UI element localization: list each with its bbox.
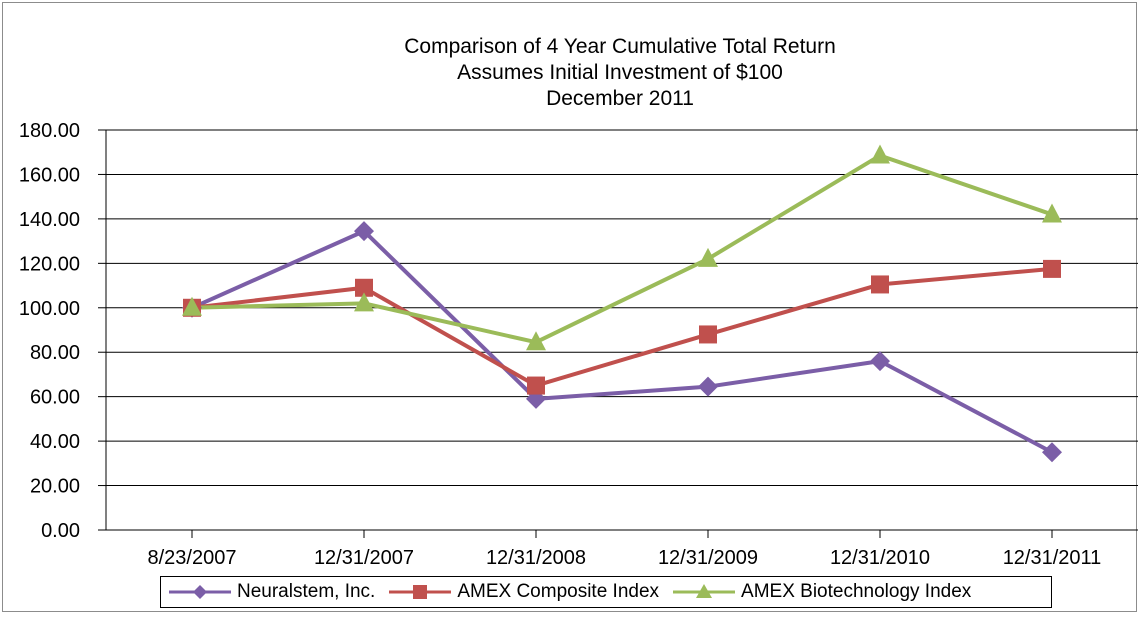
grid-lines [106,129,1138,487]
y-tick-label: 160.00 [19,164,80,186]
series-markers [182,144,1062,463]
data-point-s0-5 [1042,442,1062,463]
y-tick-label: 20.00 [30,476,80,498]
chart-title-line-1: Comparison of 4 Year Cumulative Total Re… [404,35,836,58]
y-tick-label: 120.00 [19,253,80,275]
series-line-1 [191,266,1053,388]
data-point-s1-3 [699,325,717,344]
data-point-s0-1 [354,221,374,242]
data-point-s2-4 [870,144,890,164]
series-lines [191,153,1053,454]
y-tick-label: 180.00 [19,120,80,142]
data-point-s2-1 [354,292,374,312]
x-tick-label: 8/23/2007 [148,547,237,569]
y-tick-label: 0.00 [41,520,80,542]
data-point-s1-2 [527,376,545,395]
axes [98,129,1138,538]
x-tick-label: 12/31/2010 [830,547,930,569]
x-tick-labels: 8/23/2007 12/31/2007 12/31/2008 12/31/2009 1… [148,547,1102,569]
x-tick-label: 12/31/2008 [486,547,586,569]
legend-item-amex-biotech: AMEX Biotechnology Index [673,581,971,603]
y-tick-labels: 0.00 20.00 40.00 60.00 80.00 100.00 120.00 140.… [19,120,80,542]
data-point-s2-0 [182,296,202,316]
series-line-2 [191,153,1053,345]
legend-swatch-amex-biotech [673,584,736,598]
y-tick-label: 80.00 [30,342,80,364]
legend-item-amex-composite: AMEX Composite Index [389,581,659,603]
legend-label-amex-composite: AMEX Composite Index [457,581,660,602]
data-point-s1-4 [871,275,889,294]
legend: Neuralstem, Inc. AMEX Composite Index AM… [160,576,1052,608]
chart-title-line-3: December 2011 [546,87,694,110]
data-point-s2-5 [1042,203,1062,223]
legend-label-amex-biotech: AMEX Biotechnology Index [741,581,972,602]
data-point-s1-5 [1043,259,1061,278]
data-point-s2-2 [526,331,546,351]
data-point-s1-1 [355,278,373,297]
legend-label-neuralstem: Neuralstem, Inc. [237,581,376,602]
data-point-s0-3 [698,376,718,397]
legend-item-neuralstem: Neuralstem, Inc. [169,581,375,603]
chart-title-line-2: Assumes Initial Investment of $100 [457,61,783,84]
series-line-0 [191,229,1053,454]
y-tick-label: 140.00 [19,209,80,231]
y-tick-label: 60.00 [30,387,80,409]
y-tick-label: 40.00 [30,431,80,453]
x-tick-label: 12/31/2007 [314,547,414,569]
legend-swatch-amex-composite [389,585,452,599]
legend-swatch-neuralstem [169,585,231,599]
data-point-s0-4 [870,351,890,372]
y-tick-label: 100.00 [19,298,80,320]
data-point-s2-3 [698,247,718,267]
x-tick-label: 12/31/2011 [1003,547,1102,569]
x-tick-label: 12/31/2009 [658,547,758,569]
